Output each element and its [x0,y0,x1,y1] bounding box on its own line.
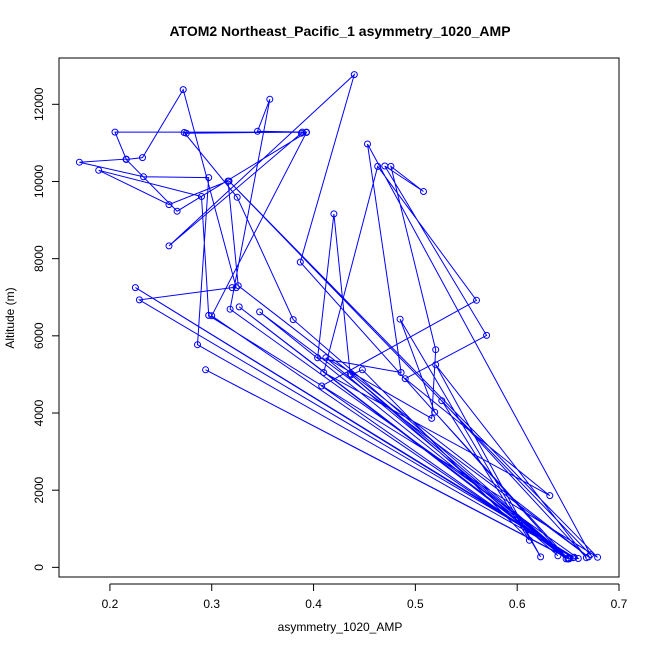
data-point [75,158,83,166]
data-point [111,128,119,136]
data-point [122,155,130,163]
data-point [347,371,355,379]
data-point [387,162,395,170]
x-tick-label: 0.6 [509,597,526,611]
data-point [298,128,306,136]
data-point [140,173,147,181]
data-point [564,555,572,563]
data-point [302,128,310,136]
y-tick-label: 0 [32,564,46,571]
data-point [235,303,243,311]
data-point [364,140,371,148]
data-point [135,296,143,304]
data-point [233,193,241,201]
data-point [330,210,338,218]
data-point [525,536,533,544]
data-point [202,366,210,374]
data-point [225,177,233,185]
data-point [165,242,173,250]
data-point [594,553,602,561]
y-tick-label: 10000 [32,164,46,198]
data-point [173,207,181,215]
data-point [432,361,440,369]
data-point [582,554,590,562]
x-axis-label: asymmetry_1020_AMP [278,620,403,634]
plot-frame [58,57,620,578]
y-axis-label: Altitude (m) [3,287,17,348]
data-point [320,369,328,376]
data-point [194,341,201,349]
data-point [205,311,213,319]
data-point [228,284,236,292]
x-tick-label: 0.4 [305,597,322,611]
data-point [95,166,103,174]
data-point [401,375,409,383]
data-point [569,554,577,562]
y-tick-label: 6000 [32,322,46,349]
data-point [546,492,554,500]
x-tick-label: 0.5 [407,597,424,611]
x-tick-label: 0.2 [102,597,119,611]
data-point [374,162,382,170]
data-point [256,308,264,316]
data-point [232,284,240,292]
data-point [346,370,354,378]
series-layer [75,71,602,563]
data-point [180,129,188,136]
data-point [318,382,326,390]
data-point [554,552,562,560]
series-line [79,73,598,560]
data-point [396,315,404,323]
data-point [428,414,436,422]
data-point [208,312,216,320]
data-point [432,346,440,354]
data-point [296,258,304,266]
x-tick-label: 0.3 [203,597,220,611]
data-point [226,305,234,313]
y-tick-label: 4000 [32,399,46,426]
data-point [234,282,242,290]
chart-title: ATOM2 Northeast_Pacific_1 asymmetry_1020… [169,23,510,39]
data-point [266,95,274,103]
data-point [254,127,261,135]
y-tick-label: 8000 [32,245,46,272]
data-point [537,553,545,561]
data-point [431,408,439,416]
data-point [198,193,205,200]
y-tick-label: 2000 [32,477,46,504]
data-point [165,201,173,209]
data-point [574,555,582,562]
y-tick-label: 12000 [32,87,46,121]
data-point [314,354,322,362]
data-point [179,86,187,94]
data-point [350,71,358,79]
data-point [473,296,480,304]
data-point [322,354,330,362]
data-point [205,174,213,182]
x-tick-label: 0.7 [611,597,628,611]
data-point [131,284,139,292]
data-point [358,366,366,374]
data-point [297,129,305,137]
data-point [289,316,297,324]
data-point [438,397,446,405]
data-point [139,154,146,162]
data-point [420,188,427,195]
data-point [397,369,405,376]
y-axis: 0 2000 4000 6000 8000 10000 12000 [32,87,60,571]
x-axis: 0.2 0.3 0.4 0.5 0.6 0.7 [102,583,628,611]
data-point [483,331,491,339]
